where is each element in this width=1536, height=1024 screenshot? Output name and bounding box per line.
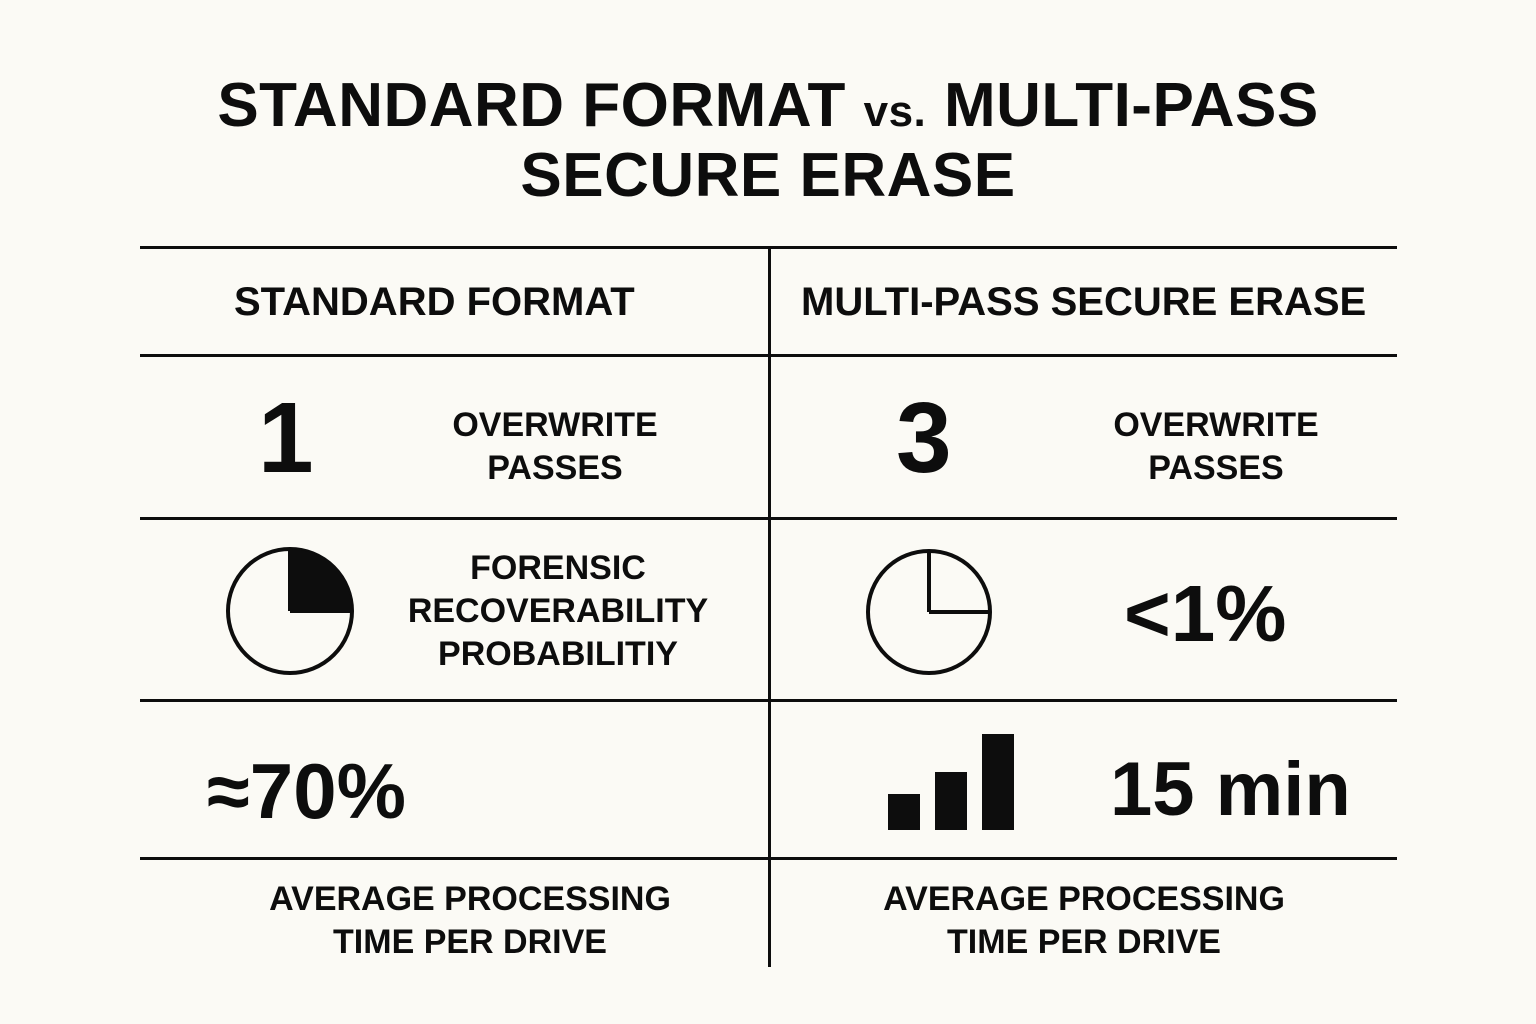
pie-chart-outline-icon xyxy=(866,549,992,675)
pie-chart-quarter-filled-icon xyxy=(226,547,354,675)
left-recoverability-percent: ≈70% xyxy=(207,747,406,835)
left-passes-value: 1 xyxy=(258,382,314,494)
right-recoverability-value: <1% xyxy=(1124,569,1287,658)
divider-vertical xyxy=(768,249,771,967)
title-multi-pass: MULTI-PASS xyxy=(944,71,1319,140)
left-processing-label: AVERAGE PROCESSING TIME PER DRIVE xyxy=(269,880,671,961)
bar-chart-icon xyxy=(888,734,1014,830)
divider-top xyxy=(140,246,1397,249)
title-vs: vs. xyxy=(863,87,927,136)
title-standard-format: STANDARD FORMAT xyxy=(217,71,846,140)
title-line-2: SECURE ERASE xyxy=(520,141,1016,210)
processing-time-value: 15 min xyxy=(1110,747,1351,832)
right-column-header: MULTI-PASS SECURE ERASE xyxy=(801,280,1367,324)
right-passes-value: 3 xyxy=(896,382,952,494)
left-passes-label: OVERWRITE PASSES xyxy=(452,406,658,487)
recoverability-label: FORENSIC RECOVERABILITY PROBABILITIY xyxy=(407,549,709,673)
title-line-1: STANDARD FORMAT vs. MULTI-PASS xyxy=(0,75,1536,137)
left-column-header: STANDARD FORMAT xyxy=(234,280,635,324)
right-processing-label: AVERAGE PROCESSING TIME PER DRIVE xyxy=(883,880,1285,961)
right-passes-label: OVERWRITE PASSES xyxy=(1113,406,1319,487)
